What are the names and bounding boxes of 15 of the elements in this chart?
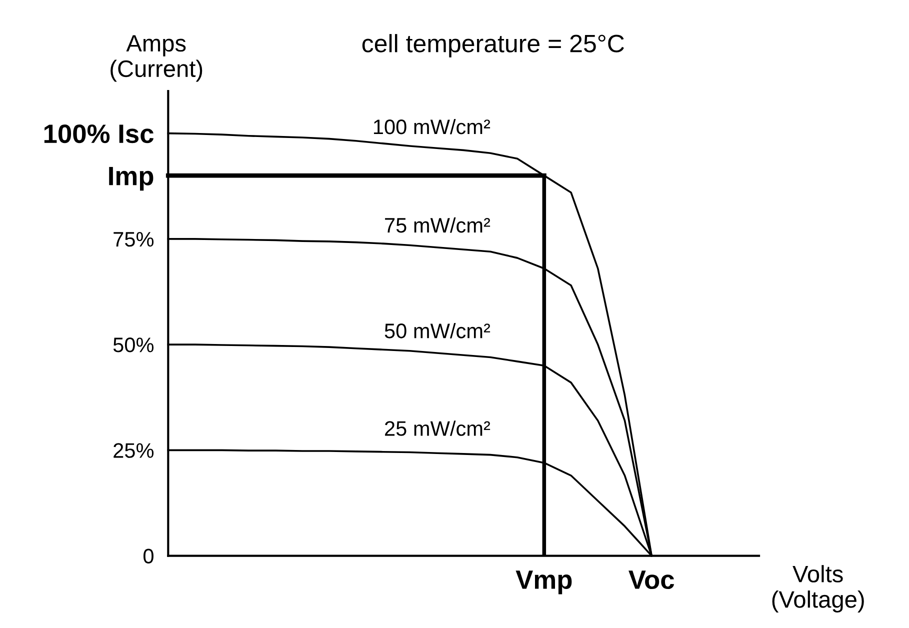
series-label: 50 mW/cm²: [384, 323, 490, 338]
y-tick-label: 75%: [114, 232, 154, 247]
chart-title: cell temperature = 25°C: [362, 34, 624, 58]
y-tick-label: 0: [144, 548, 154, 564]
series-label: 25 mW/cm²: [385, 420, 490, 436]
x-axis-title: Volts (Voltage): [772, 565, 864, 613]
y-axis-title: Amps (Current): [110, 35, 202, 82]
x-tick-label: Voc: [628, 570, 674, 590]
y-tick-label: 50%: [113, 338, 154, 352]
y-tick-label: Imp: [109, 166, 154, 191]
y-tick-label: 25%: [114, 443, 154, 458]
series-label: 100 mW/cm²: [374, 118, 490, 134]
series-label: 75 mW/cm²: [385, 217, 490, 233]
x-tick-label: Vmp: [516, 570, 572, 594]
y-tick-label: 100% Isc: [44, 124, 154, 144]
